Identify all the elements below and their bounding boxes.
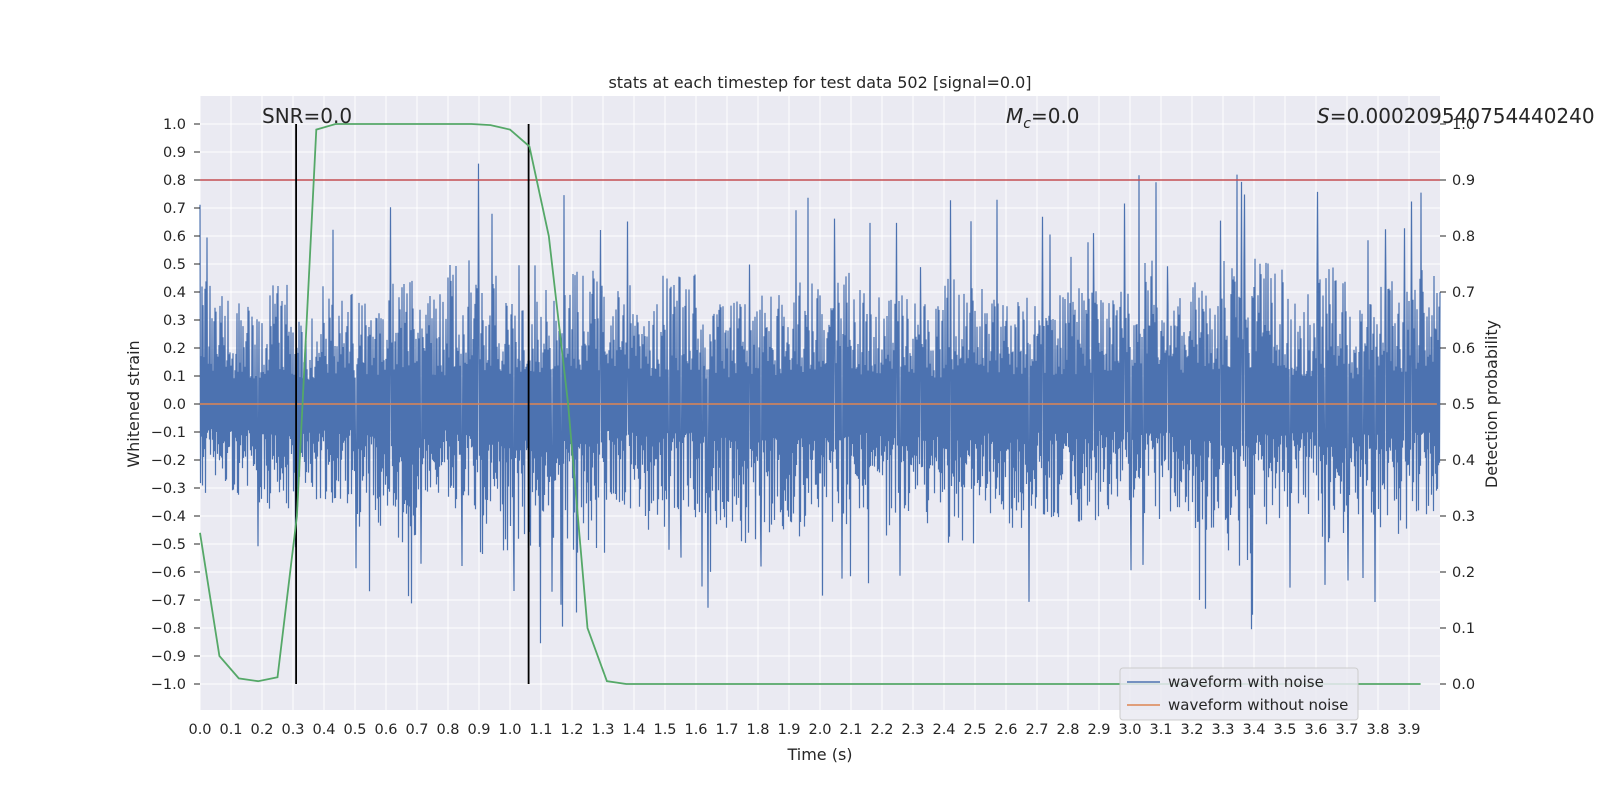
x-tick-label: 3.4 <box>1242 722 1265 738</box>
y-tick-label: −0.8 <box>151 621 186 637</box>
x-tick-label: 2.0 <box>808 722 831 738</box>
x-tick-label: 0.3 <box>281 722 304 738</box>
x-tick-label: 3.3 <box>1211 722 1234 738</box>
x-tick-label: 2.9 <box>1087 722 1110 738</box>
x-tick-label: 1.3 <box>591 722 614 738</box>
y-tick-label: 0.3 <box>163 313 186 329</box>
x-tick-label: 3.9 <box>1397 722 1420 738</box>
x-tick-label: 3.7 <box>1335 722 1358 738</box>
y2-tick-label: 0.0 <box>1452 677 1475 693</box>
chirp-mass-annotation: Mc=0.0 <box>1006 104 1080 132</box>
x-tick-label: 0.1 <box>219 722 242 738</box>
legend-box <box>1119 667 1359 721</box>
y-tick-label: −0.5 <box>151 537 186 553</box>
x-tick-label: 0.8 <box>436 722 459 738</box>
x-tick-label: 3.6 <box>1304 722 1327 738</box>
chirp-mass-symbol: M <box>1006 104 1023 128</box>
x-tick-label: 2.5 <box>963 722 986 738</box>
chirp-mass-value: =0.0 <box>1031 104 1080 128</box>
x-tick-label: 1.4 <box>622 722 645 738</box>
x-tick-label: 1.0 <box>498 722 521 738</box>
y-tick-label: 0.8 <box>163 173 186 189</box>
y-axis-title: Whitened strain <box>124 340 143 467</box>
x-tick-label: 1.8 <box>746 722 769 738</box>
x-axis-title: Time (s) <box>786 745 852 764</box>
y-tick-label: 0.5 <box>163 257 186 273</box>
x-tick-label: 1.6 <box>684 722 707 738</box>
chart-title: stats at each timestep for test data 502… <box>608 73 1031 92</box>
x-tick-label: 1.5 <box>653 722 676 738</box>
y2-tick-label: 0.6 <box>1452 341 1475 357</box>
y-tick-label: 0.0 <box>163 397 186 413</box>
y-tick-label: −0.4 <box>151 509 186 525</box>
y-tick-label: 0.1 <box>163 369 186 385</box>
y2-tick-label: 1.0 <box>1452 117 1475 133</box>
axes-layer: 0.0 0.1 0.2 0.3 0.4 0.5 0.6 0.7 0.8 0.9 1.0 1.1 1.2 1… <box>151 117 1475 738</box>
noisy-waveform-line <box>199 163 1441 644</box>
s-symbol: S <box>1317 104 1330 128</box>
x-tick-label: 0.4 <box>312 722 335 738</box>
y-tick-label: −0.9 <box>151 649 186 665</box>
y2-tick-label: 0.2 <box>1452 565 1475 581</box>
noise-layer <box>199 163 1441 644</box>
x-tick-label: 0.9 <box>467 722 490 738</box>
y-tick-label: 0.7 <box>163 201 186 217</box>
x-tick-label: 2.4 <box>932 722 955 738</box>
x-tick-label: 3.5 <box>1273 722 1296 738</box>
x-tick-label: 0.2 <box>250 722 273 738</box>
x-tick-label: 0.6 <box>374 722 397 738</box>
y-tick-label: 1.0 <box>163 117 186 133</box>
x-tick-label: 2.3 <box>901 722 924 738</box>
y-tick-label: −0.6 <box>151 565 186 581</box>
x-tick-label: 3.8 <box>1366 722 1389 738</box>
snr-annotation: SNR=0.0 <box>262 104 352 128</box>
y-tick-label: −0.1 <box>151 425 186 441</box>
x-tick-label: 1.2 <box>560 722 583 738</box>
x-tick-label: 1.9 <box>777 722 800 738</box>
chirp-mass-subscript: c <box>1023 116 1031 132</box>
y2-tick-label: 0.7 <box>1452 285 1475 301</box>
y2-tick-label: 0.9 <box>1452 173 1475 189</box>
y-tick-label: −1.0 <box>151 677 186 693</box>
y-tick-label: −0.3 <box>151 481 186 497</box>
x-tick-label: 3.2 <box>1180 722 1203 738</box>
legend-label-noise: waveform with noise <box>1168 673 1324 691</box>
x-tick-label: 2.2 <box>870 722 893 738</box>
y-tick-label: 0.2 <box>163 341 186 357</box>
x-tick-label: 3.0 <box>1118 722 1141 738</box>
x-tick-label: 0.0 <box>188 722 211 738</box>
s-value: =0.000209540754440240 <box>1330 104 1595 128</box>
y-tick-label: −0.7 <box>151 593 186 609</box>
x-tick-label: 0.5 <box>343 722 366 738</box>
x-tick-label: 2.7 <box>1025 722 1048 738</box>
x-tick-label: 2.8 <box>1056 722 1079 738</box>
y2-tick-label: 0.8 <box>1452 229 1475 245</box>
x-tick-label: 3.1 <box>1149 722 1172 738</box>
y2-tick-label: 0.1 <box>1452 621 1475 637</box>
x-tick-label: 2.1 <box>839 722 862 738</box>
x-tick-label: 2.6 <box>994 722 1017 738</box>
y-tick-label: 0.6 <box>163 229 186 245</box>
y-tick-label: 0.9 <box>163 145 186 161</box>
x-tick-label: 1.1 <box>529 722 552 738</box>
y2-tick-label: 0.3 <box>1452 509 1475 525</box>
x-tick-label: 0.7 <box>405 722 428 738</box>
s-annotation: S=0.000209540754440240 <box>1317 104 1595 128</box>
legend: waveform with noise waveform without noi… <box>1119 667 1359 721</box>
legend-label-clean: waveform without noise <box>1168 696 1348 714</box>
x-tick-label: 1.7 <box>715 722 738 738</box>
y2-axis-title: Detection probability <box>1482 320 1501 488</box>
y-tick-label: 0.4 <box>163 285 186 301</box>
y-tick-label: −0.2 <box>151 453 186 469</box>
y2-tick-label: 0.5 <box>1452 397 1475 413</box>
y2-tick-label: 0.4 <box>1452 453 1475 469</box>
